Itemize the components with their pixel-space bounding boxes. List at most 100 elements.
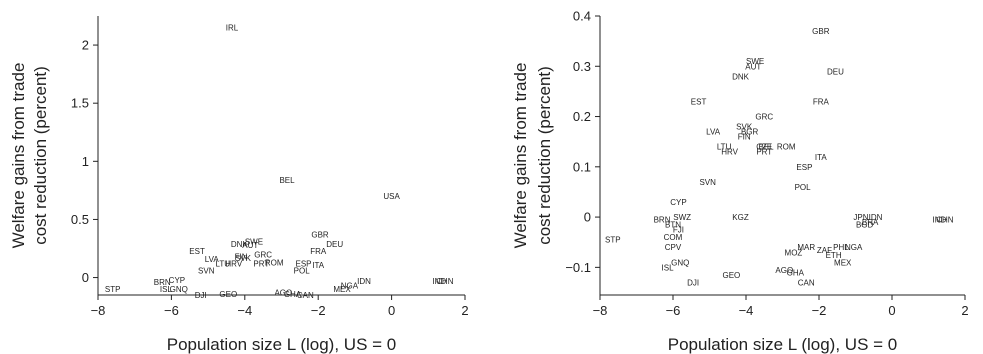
y-tick-label: 1.5 — [71, 96, 89, 111]
x-tick-label: −6 — [666, 303, 681, 318]
data-point-label: ROM — [265, 258, 284, 267]
y-axis-title-line2: cost reduction (percent) — [31, 66, 50, 245]
y-axis-title-line1: Welfare gains from trade — [511, 63, 530, 249]
y-tick-label: 2 — [82, 38, 89, 53]
data-point-label: BGR — [741, 128, 759, 137]
data-point-label: FRA — [310, 247, 327, 256]
data-point-label: DNK — [231, 240, 249, 249]
data-point-label: FJI — [673, 226, 684, 235]
data-point-label: FIN — [738, 133, 751, 142]
data-point-label: NGA — [341, 282, 359, 291]
data-point-label: CAN — [297, 291, 314, 300]
data-point-label: BRN — [654, 216, 671, 225]
data-point-label: ISL — [662, 263, 675, 272]
data-point-label: DJI — [195, 291, 207, 300]
y-tick-label: 0 — [584, 210, 591, 225]
data-point-label: CZE — [756, 143, 772, 152]
data-point-label: ETH — [826, 251, 842, 260]
data-point-label: ROM — [777, 143, 796, 152]
data-point-label: GNQ — [170, 285, 188, 294]
data-point-label: JPN — [853, 213, 868, 222]
data-point-label: BGD — [856, 221, 874, 230]
data-point-label: CHN — [436, 277, 454, 286]
y-tick-label: 0.5 — [71, 212, 89, 227]
data-point-label: AUT — [745, 62, 761, 71]
data-point-label: PHL — [833, 243, 849, 252]
data-point-label: COM — [664, 233, 683, 242]
data-point-label: CPV — [665, 243, 682, 252]
data-point-label: LVA — [706, 128, 721, 137]
data-point-label: ITA — [312, 261, 325, 270]
x-tick-label: −2 — [311, 303, 326, 318]
data-point-label: USA — [383, 192, 400, 201]
data-point-label: GEO — [723, 271, 741, 280]
data-point-label: IND — [432, 277, 446, 286]
data-point-label: GRC — [254, 250, 272, 259]
data-point-label: FRA — [813, 97, 830, 106]
data-point-label: DNK — [732, 72, 750, 81]
data-point-label: CYP — [670, 198, 686, 207]
data-point-label: GHA — [284, 290, 302, 299]
y-tick-label: 1 — [82, 154, 89, 169]
data-point-label: SWE — [245, 238, 263, 247]
data-point-label: EST — [189, 247, 205, 256]
data-point-label: DEU — [326, 240, 343, 249]
x-tick-label: −6 — [164, 303, 179, 318]
data-point-label: MEX — [834, 258, 852, 267]
data-point-label: LTU — [216, 260, 231, 269]
data-point-label: SVN — [699, 178, 716, 187]
x-tick-label: 2 — [461, 303, 468, 318]
data-point-label: HRV — [721, 148, 738, 157]
data-point-label: AUT — [242, 241, 258, 250]
y-tick-label: −0.1 — [565, 260, 591, 275]
data-point-label: LTU — [717, 143, 732, 152]
data-point-label: DEU — [827, 67, 844, 76]
left-scatter-panel: −8 −6 −4 −2 0 2 0 0.5 1 1.5 2 Welfare gains from tr… — [9, 16, 469, 354]
data-point-label: GHA — [787, 268, 805, 277]
y-tick-label: 0.3 — [573, 59, 591, 74]
data-point-label: EST — [691, 97, 707, 106]
y-axis-title-line2: cost reduction (percent) — [535, 66, 554, 245]
data-point-label: IRL — [226, 24, 239, 33]
data-point-label: PRT — [253, 260, 269, 269]
data-point-label: GEO — [219, 290, 237, 299]
data-point-label: BEL — [279, 176, 295, 185]
data-point-label: BEL — [759, 143, 775, 152]
data-point-label: STP — [605, 236, 621, 245]
data-point-label: NGA — [845, 243, 863, 252]
x-axis-title: Population size L (log), US = 0 — [668, 335, 897, 354]
data-point-label: GBR — [812, 27, 830, 36]
data-point-label: BRA — [862, 218, 879, 227]
data-point-label: SWE — [746, 57, 764, 66]
data-point-label: BRN — [154, 278, 171, 287]
data-point-label: IDN — [869, 213, 883, 222]
data-point-label: ISL — [160, 285, 173, 294]
data-point-label: KGZ — [732, 213, 749, 222]
data-point-label: CAN — [798, 278, 815, 287]
x-tick-label: 0 — [888, 303, 895, 318]
data-point-label: PRT — [756, 148, 772, 157]
y-tick-label: 0.1 — [573, 159, 591, 174]
data-point-label: MEX — [333, 285, 351, 294]
x-axis-title: Population size L (log), US = 0 — [167, 335, 396, 354]
y-axis-title-line1: Welfare gains from trade — [9, 63, 28, 249]
data-point-label: ESP — [296, 260, 312, 269]
data-point-label: ZAF — [817, 246, 832, 255]
x-tick-label: 2 — [961, 303, 968, 318]
data-point-label: IDN — [357, 277, 371, 286]
data-point-label: HRV — [225, 260, 242, 269]
data-point-label: ESP — [796, 163, 812, 172]
x-tick-label: −8 — [91, 303, 106, 318]
data-point-label: SVK — [736, 123, 753, 132]
x-tick-label: −4 — [739, 303, 754, 318]
y-tick-label: 0 — [82, 270, 89, 285]
data-point-label: CHN — [936, 216, 954, 225]
x-tick-label: −8 — [593, 303, 608, 318]
x-tick-label: −2 — [812, 303, 827, 318]
data-point-label: ITA — [815, 153, 828, 162]
data-point-label: BTN — [665, 221, 681, 230]
y-tick-label: 0.4 — [573, 9, 591, 24]
data-point-label: IND — [933, 216, 947, 225]
y-tick-label: 0.2 — [573, 109, 591, 124]
